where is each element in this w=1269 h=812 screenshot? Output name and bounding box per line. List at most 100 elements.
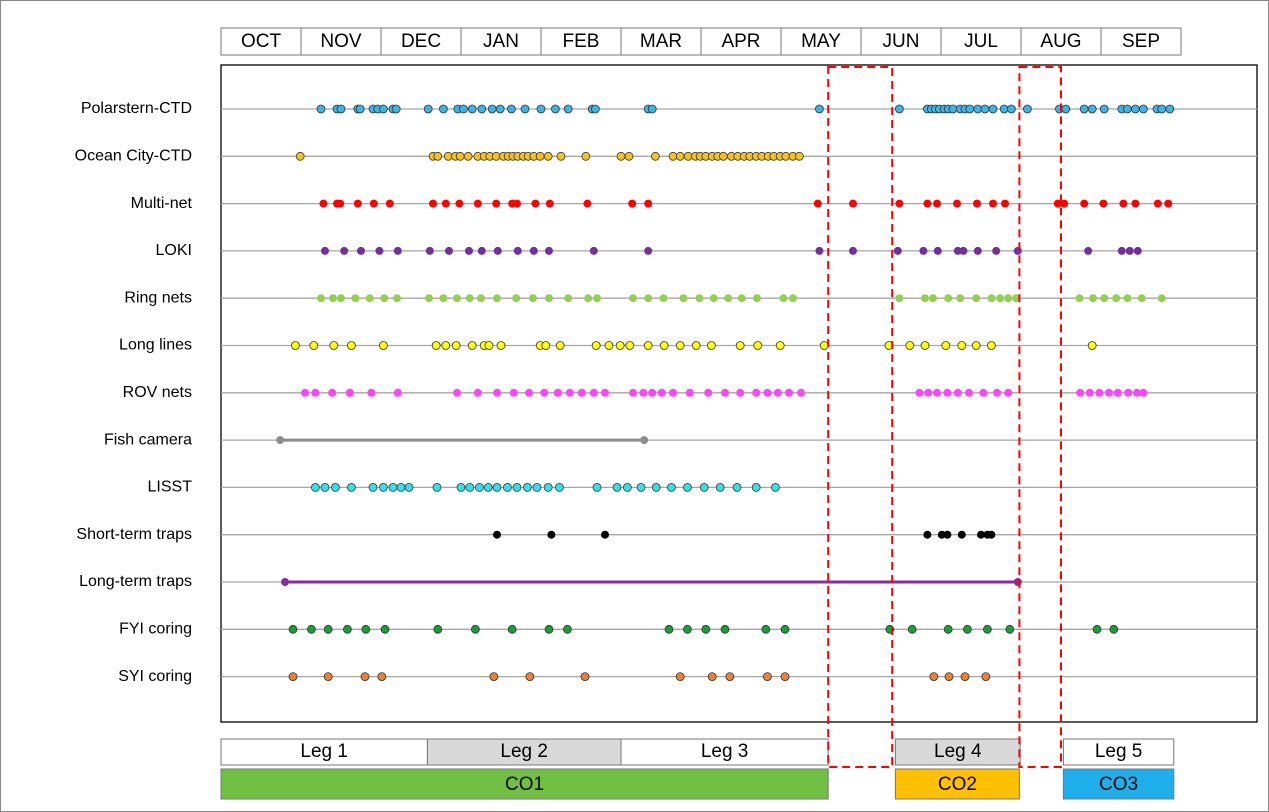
event-dot [493, 530, 501, 539]
event-dot [668, 151, 678, 161]
event-dot [453, 388, 461, 397]
event-dot [601, 388, 609, 397]
event-dot [616, 151, 626, 161]
event-dot [432, 482, 442, 492]
event-dot [724, 294, 733, 303]
event-dot [989, 199, 997, 208]
month-box [220, 27, 302, 56]
event-dot [895, 199, 904, 208]
event-dot [895, 294, 904, 303]
event-dot [751, 482, 761, 492]
event-dot [979, 388, 988, 397]
event-dot [393, 388, 402, 397]
event-dot [551, 104, 560, 114]
event-dot [529, 246, 538, 255]
event-dot [309, 341, 319, 350]
event-dot [780, 672, 790, 681]
event-dot [295, 151, 305, 161]
range-end [281, 578, 289, 586]
event-dot [553, 388, 562, 397]
month-label: JAN [483, 31, 519, 52]
event-dot [1157, 294, 1166, 303]
event-dot [715, 482, 725, 492]
event-dot [957, 341, 967, 350]
event-dot [675, 151, 685, 161]
event-dot [288, 672, 298, 681]
month-label: FEB [563, 31, 600, 52]
event-dot [487, 104, 497, 114]
event-dot [623, 482, 632, 492]
event-dot [1157, 104, 1167, 114]
event-dot [319, 199, 328, 208]
event-dot [629, 294, 637, 303]
event-dot [463, 151, 473, 161]
event-dot [707, 341, 716, 350]
event-dot [815, 104, 824, 114]
event-dot [378, 341, 388, 350]
event-dot [1092, 624, 1102, 634]
event-dot [455, 199, 464, 208]
event-dot [337, 294, 345, 303]
event-dot [1084, 246, 1093, 255]
period-label: CO3 [1099, 774, 1138, 795]
month-label: NOV [320, 31, 362, 52]
event-dot [929, 672, 939, 681]
highlight-span [827, 66, 894, 768]
event-dot [773, 388, 782, 397]
event-dot [920, 341, 930, 350]
event-dot [1105, 388, 1113, 397]
event-dot [679, 294, 688, 303]
event-dot [1137, 294, 1146, 303]
event-dot [320, 482, 330, 492]
event-dot [547, 530, 556, 539]
event-dot [1004, 294, 1013, 303]
event-dot [565, 388, 574, 397]
event-dot [1113, 388, 1122, 397]
event-dot [465, 246, 473, 255]
event-dot [667, 482, 676, 492]
event-dot [960, 672, 970, 681]
event-dot [1139, 388, 1148, 397]
event-dot [506, 104, 516, 114]
event-dot [1119, 199, 1128, 208]
event-dot [477, 294, 485, 303]
event-dot [391, 104, 401, 114]
event-dot [849, 246, 857, 255]
event-dot [441, 341, 451, 350]
event-dot [732, 482, 742, 492]
event-dot [612, 482, 622, 492]
event-dot [474, 482, 484, 492]
event-dot [329, 341, 339, 350]
event-dot [644, 294, 653, 303]
month-label: AUG [1040, 31, 1081, 52]
event-dot [535, 151, 545, 161]
event-dot [972, 294, 981, 303]
event-dot [425, 294, 433, 303]
event-dot [545, 246, 553, 255]
plot-area [220, 64, 1258, 723]
event-dot [1164, 199, 1173, 208]
event-dot [965, 104, 975, 114]
event-dot [329, 294, 337, 303]
period-label: CO1 [505, 774, 544, 795]
event-dot [987, 530, 996, 539]
event-dot [763, 672, 772, 681]
month-label: JUN [883, 31, 920, 52]
event-dot [431, 341, 441, 350]
event-dot [589, 388, 598, 397]
event-dot [1099, 199, 1108, 208]
event-dot [290, 341, 300, 350]
event-dot [923, 199, 932, 208]
event-dot [1133, 246, 1142, 255]
event-dot [492, 482, 502, 492]
event-dot [624, 151, 634, 161]
event-dot [477, 104, 487, 114]
event-dot [467, 104, 477, 114]
event-dot [1133, 388, 1141, 397]
leg-box [894, 738, 1021, 766]
event-dot [385, 199, 394, 208]
event-dot [996, 294, 1005, 303]
event-dot [944, 294, 953, 303]
event-dot [1112, 294, 1121, 303]
